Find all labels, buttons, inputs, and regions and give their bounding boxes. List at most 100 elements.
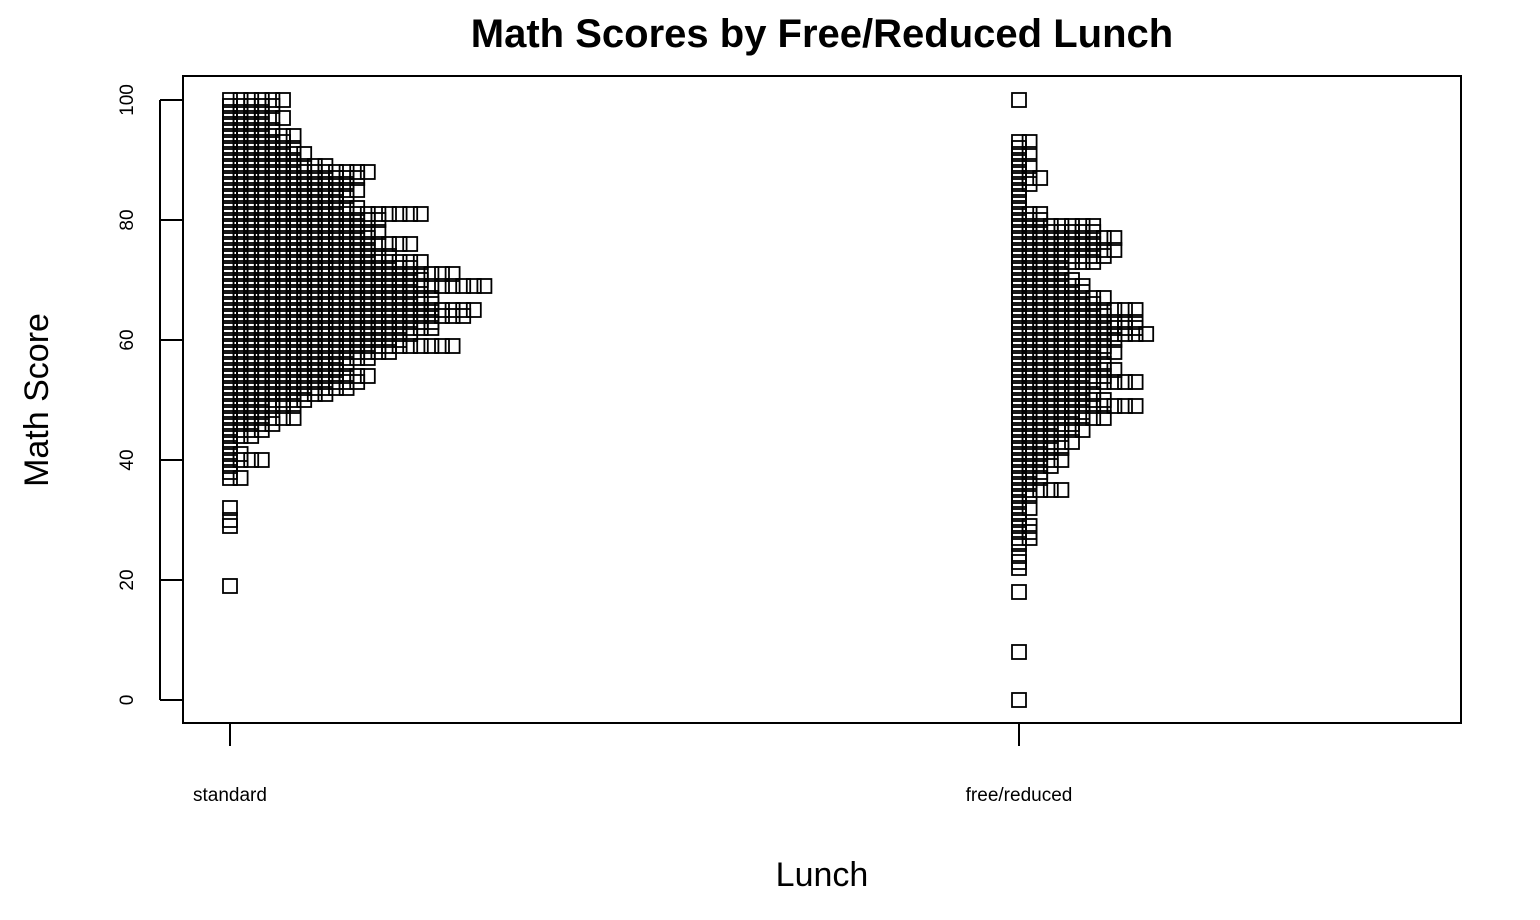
data-point [232,470,249,486]
data-point [253,452,270,468]
data-point [434,302,450,318]
data-point [1127,320,1144,336]
data-point [349,368,366,384]
data-point [444,278,461,294]
data-point [338,368,355,384]
data-point [359,164,376,180]
series-standard [222,92,493,594]
data-point [465,278,482,294]
y-tick-label: 80 [117,209,138,230]
data-point [1021,206,1038,222]
data-point [1106,398,1123,414]
data-point [402,236,419,252]
data-point [1032,206,1049,222]
data-point [444,308,461,324]
data-point [1127,314,1144,330]
data-point [1117,302,1133,318]
data-point [296,158,313,174]
data-point [455,302,472,318]
data-point [359,206,376,222]
y-axis-label: Math Score [18,313,56,487]
data-point [455,308,472,324]
data-point [1074,278,1091,294]
data-point [264,92,281,108]
data-point [338,164,355,180]
data-point [412,290,429,306]
data-point [391,206,408,222]
y-axis: 0 20 40 60 80 100 [117,84,183,705]
data-point [1053,452,1070,468]
data-point [253,92,270,108]
data-point [1106,344,1123,360]
data-point [1127,374,1144,390]
data-point [1021,134,1038,150]
data-point [243,452,260,468]
data-point [232,92,249,108]
data-point [1127,398,1144,414]
data-point [1074,422,1091,438]
data-point [275,92,291,108]
data-point [444,338,461,354]
data-point [275,128,291,144]
data-point [370,224,387,240]
data-point [1064,218,1080,234]
data-point [317,158,334,174]
data-point [391,236,408,252]
y-tick-label: 20 [117,569,138,590]
data-point [423,266,440,282]
data-point [222,578,238,594]
data-point [391,254,408,270]
data-point [434,338,450,354]
data-point [476,278,493,294]
data-point [1095,392,1112,408]
data-point [1011,644,1027,660]
data-point [285,410,302,426]
data-point [275,110,291,126]
data-point [1011,692,1027,708]
data-point [1138,326,1155,342]
data-point [434,266,450,282]
data-point [1021,158,1038,174]
x-axis-label: Lunch [776,856,869,894]
data-point [370,236,387,252]
data-point [1085,290,1102,306]
data-point [1106,302,1123,318]
data-point [465,302,482,318]
data-point [1011,554,1027,570]
data-point [1095,290,1112,306]
data-point [222,500,238,516]
data-point [1042,482,1059,498]
data-point [1095,302,1112,318]
data-point [275,410,291,426]
data-point [1021,170,1038,186]
data-point [338,200,355,216]
data-point [349,182,366,198]
data-point [359,224,376,240]
data-point [349,164,366,180]
data-point [381,206,397,222]
data-point [1064,434,1080,450]
data-point [1042,218,1059,234]
data-point [349,374,366,390]
data-point [349,200,366,216]
data-point [1021,518,1038,534]
x-axis: standard free/reduced [193,722,1072,806]
data-point [1095,230,1112,246]
data-point [285,140,302,156]
data-point [455,278,472,294]
data-point [1011,92,1027,108]
chart-title: Math Scores by Free/Reduced Lunch [471,12,1173,56]
data-point [1095,356,1112,372]
data-point [1106,314,1123,330]
data-point [306,158,323,174]
data-point [1053,434,1070,450]
data-point [1064,272,1080,288]
data-point [1053,482,1070,498]
series-free-reduced [1011,92,1155,708]
y-tick-label: 60 [117,329,138,350]
data-point [434,278,450,294]
data-point [1011,548,1027,564]
data-point [423,278,440,294]
data-point [1021,500,1038,516]
